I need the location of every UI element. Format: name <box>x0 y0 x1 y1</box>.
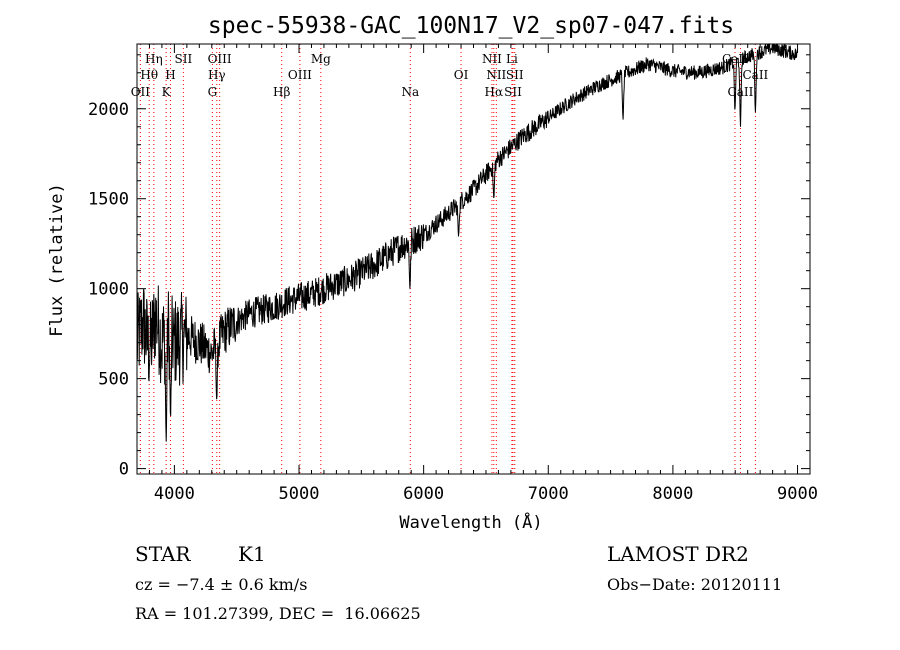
spectral-line-label: SII <box>506 68 524 82</box>
spectral-line-label: NII <box>486 68 506 82</box>
spectral-line-label: OIII <box>288 68 312 82</box>
class-label: STAR <box>135 542 191 566</box>
axis-ticks: 4000 5000 6000 7000 8000 9000 0 500 1000 1500 2000 <box>88 44 818 504</box>
x-tick-label: 9000 <box>777 484 818 504</box>
spectral-line-label: CaII <box>742 68 768 82</box>
x-tick-label: 8000 <box>652 484 693 504</box>
spectrum-line <box>136 43 798 442</box>
y-tick-label: 1000 <box>88 280 129 300</box>
subclass-label: K1 <box>238 542 266 566</box>
survey-label: LAMOST DR2 <box>607 542 749 566</box>
spectral-line-label: NII <box>482 52 502 66</box>
spectral-line-label: OII <box>131 85 151 99</box>
spectral-line-label: CaII <box>722 52 748 66</box>
spectral-line-label: Mg <box>311 52 331 66</box>
x-tick-label: 4000 <box>154 484 195 504</box>
spectral-line-label: Hθ <box>140 68 158 82</box>
x-tick-label: 7000 <box>528 484 569 504</box>
spectral-line-label: G <box>208 85 218 99</box>
spectral-line-label: SII <box>504 85 522 99</box>
ra-dec: RA = 101.27399, DEC = 16.06625 <box>135 604 421 623</box>
y-tick-label: 1500 <box>88 190 129 210</box>
y-tick-label: 0 <box>119 460 129 480</box>
plot-frame <box>136 43 811 475</box>
spectral-line-label: OI <box>454 68 469 82</box>
spectral-line-label: Li <box>506 52 518 66</box>
spectral-line-label: CaII <box>728 85 754 99</box>
spectral-line-label: SII <box>175 52 193 66</box>
chart-title: spec-55938-GAC_100N17_V2_sp07-047.fits <box>208 13 734 39</box>
x-tick-label: 5000 <box>279 484 320 504</box>
spectral-line-label: Hγ <box>208 68 226 82</box>
spectral-line-markers <box>139 44 756 474</box>
x-axis-label: Wavelength (Å) <box>399 511 542 533</box>
x-tick-label: 6000 <box>403 484 444 504</box>
spectral-line-label: K <box>162 85 172 99</box>
spectral-line-label: H <box>165 68 175 82</box>
cz-value: cz = −7.4 ± 0.6 km/s <box>135 575 308 594</box>
spectral-line-label: Na <box>401 85 419 99</box>
y-tick-label: 2000 <box>88 100 129 120</box>
spectral-line-label: Hα <box>485 85 504 99</box>
spectral-line-labels: OIIHθHηKHSIIGHγOIIIHβOIIIMgNaOINIIHαNIIL… <box>131 52 769 99</box>
spectral-line-label: Hη <box>145 52 163 66</box>
y-axis-label: Flux (relative) <box>47 183 67 337</box>
y-tick-label: 500 <box>98 370 129 390</box>
obs-date: Obs−Date: 20120111 <box>607 575 783 594</box>
spectral-line-label: OIII <box>208 52 232 66</box>
spectral-line-label: Hβ <box>273 85 290 99</box>
